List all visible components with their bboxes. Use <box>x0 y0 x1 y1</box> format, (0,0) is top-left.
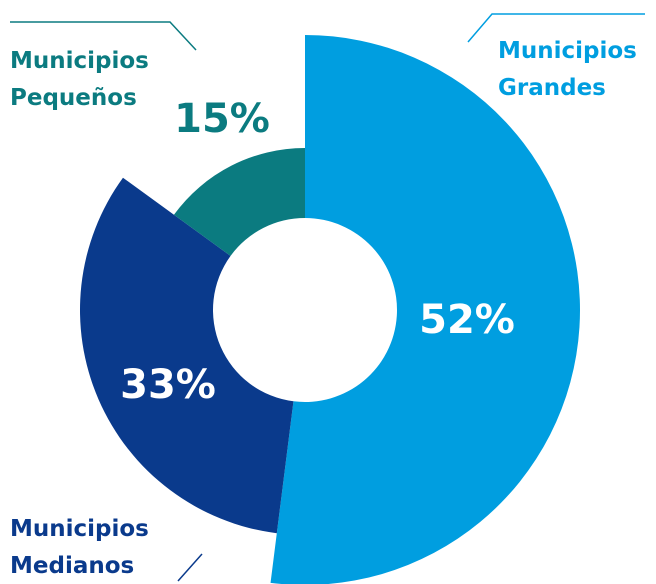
value-label: 15% <box>174 96 270 142</box>
pie-segment <box>173 148 305 256</box>
category-label: Municipios Pequeños <box>10 48 149 111</box>
value-label: 52% <box>419 297 515 343</box>
category-label: Municipios Medianos <box>10 516 149 579</box>
leader-line <box>467 13 645 43</box>
leader-line <box>10 21 197 51</box>
value-label: 33% <box>120 362 216 408</box>
segments <box>79 35 580 584</box>
leader-line <box>177 553 203 582</box>
pie-segment <box>270 35 580 584</box>
category-label: Municipios Grandes <box>498 38 637 101</box>
pie-segment <box>79 177 294 534</box>
